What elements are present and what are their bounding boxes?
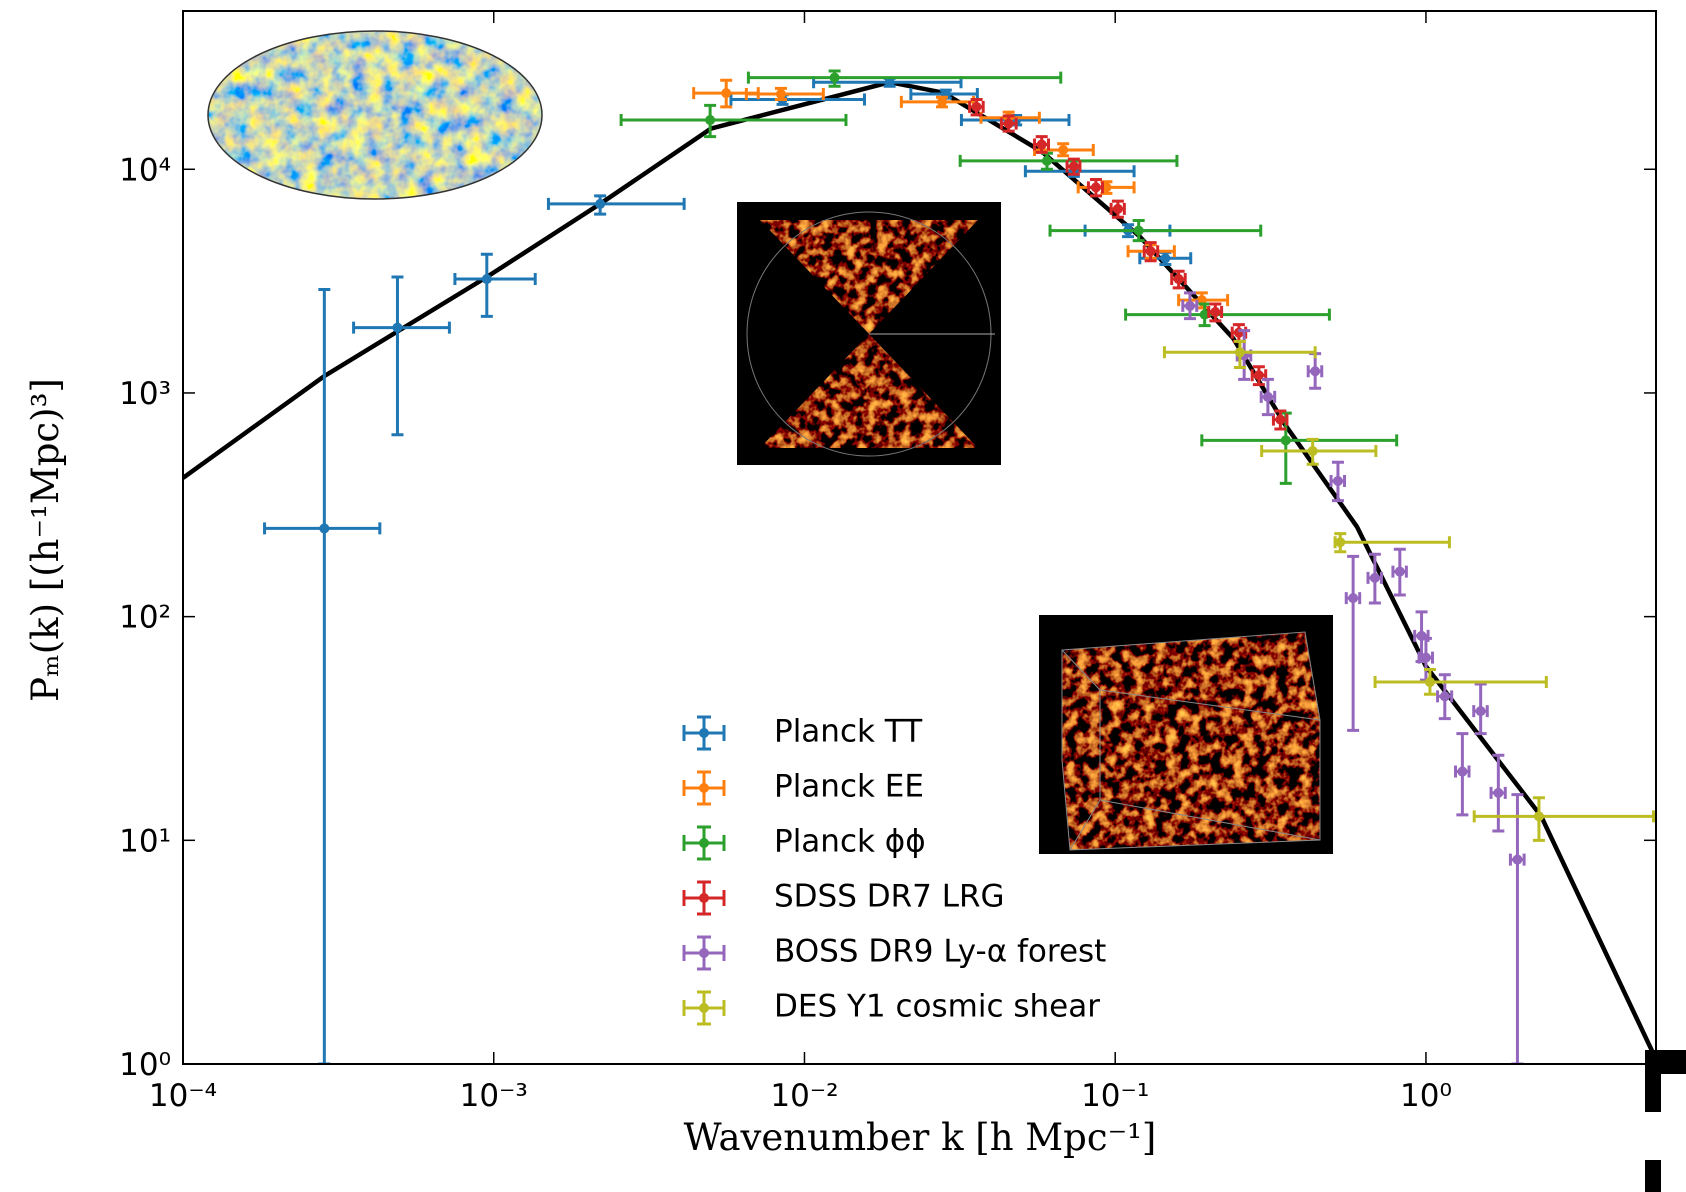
legend-marker-dot [699,838,709,848]
error-bar-y [1347,554,1360,732]
data-point [595,198,606,209]
data-point [1512,854,1523,865]
y-tick-label: 10³ [119,376,171,412]
data-point [1090,182,1101,193]
data-point [1533,811,1544,822]
cmb-map-inset [207,30,543,200]
data-point [829,72,840,83]
data-point [1068,161,1079,172]
data-point [1184,300,1195,311]
error-bar-x [619,114,848,127]
data-point [1475,706,1486,717]
legend-marker-dot [699,1003,709,1013]
data-point [1457,766,1468,777]
error-bar-x [1333,536,1451,549]
error-bar-x [1472,810,1656,823]
y-tick-label: 10¹ [119,823,171,859]
data-point [705,115,716,126]
error-bar-y [391,275,404,437]
data-point [721,88,732,99]
x-axis-label: Wavenumber k [h Mpc⁻¹] [684,1116,1157,1159]
y-tick-label: 10² [119,600,171,636]
plot-area [183,69,1656,1064]
data-point [1058,144,1069,155]
error-bar-x [1373,676,1548,689]
data-point [1145,246,1156,257]
error-bar-x [546,197,686,210]
data-point [1210,307,1221,318]
data-point [1133,225,1144,236]
data-point [1173,274,1184,285]
legend-marker-dot [699,783,709,793]
error-bar-y [480,252,493,318]
y-tick-label: 10⁰ [119,1047,171,1083]
y-tick-label: 10⁴ [119,152,171,188]
x-tick-label: 10⁻² [770,1078,838,1114]
x-tick-label: 10⁻⁴ [149,1078,217,1114]
error-bar-x [1048,224,1263,237]
data-point [1439,691,1450,702]
error-bar-x [1200,434,1399,447]
data-point [1036,139,1047,150]
x-tick-label: 10⁻³ [460,1078,528,1114]
data-point [1310,366,1321,377]
legend-marker-dot [699,893,709,903]
data-point [1262,391,1273,402]
legend-label: Planck EE [774,769,924,805]
error-bar-x [1124,308,1331,321]
data-point [936,96,947,107]
edge-artifacts [1645,1050,1686,1192]
data-point [1335,537,1346,548]
data-point [1160,253,1171,264]
error-bar-x [453,273,537,286]
simulation-inset [1039,615,1333,854]
data-point [1234,347,1245,358]
legend-label: SDSS DR7 LRG [774,879,1005,915]
data-point [1369,572,1380,583]
legend-marker-dot [699,728,709,738]
data-point [1253,370,1264,381]
data-point [1332,475,1343,486]
legend-label: DES Y1 cosmic shear [774,989,1100,1025]
data-point [1394,566,1405,577]
error-bar-y [1511,793,1524,1064]
data-point [319,523,330,534]
data-point [1307,446,1318,457]
axes-frame [182,10,1657,1065]
data-point [1041,155,1052,166]
data-point [775,89,786,100]
data-point [1348,593,1359,604]
error-bar-y [318,288,331,1064]
x-tick-label: 10⁰ [1400,1078,1452,1114]
data-point [481,274,492,285]
error-bar-x [746,71,1063,84]
data-point [1199,309,1210,320]
data-point [392,322,403,333]
data-point [1420,652,1431,663]
legend-marker-dot [699,948,709,958]
legend-label: Planck ϕϕ [774,824,926,860]
y-axis-label: Pₘ(k) [(h⁻¹Mpc)³] [24,378,67,702]
legend-label: Planck TT [774,714,923,750]
legend-label: BOSS DR9 Ly-α forest [774,934,1106,970]
data-point [1112,203,1123,214]
error-bar-x [729,93,866,106]
galaxy-survey-inset [737,202,1001,465]
data-point [1003,118,1014,129]
data-point [1424,677,1435,688]
error-bar-x [1260,445,1378,458]
data-point [1493,787,1504,798]
data-point [1275,414,1286,425]
data-point [971,101,982,112]
data-point [1280,435,1291,446]
x-tick-label: 10⁻¹ [1081,1078,1149,1114]
data-point [884,77,895,88]
